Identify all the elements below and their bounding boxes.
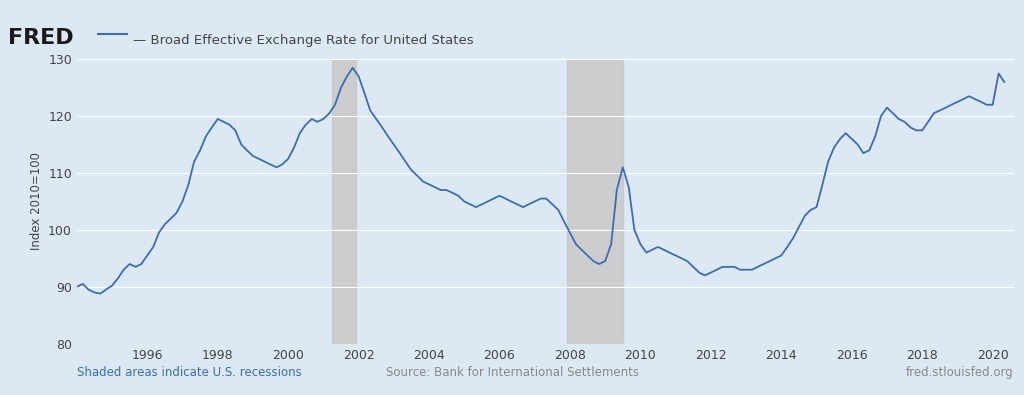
Text: FRED: FRED	[8, 28, 74, 48]
Text: Source: Bank for International Settlements: Source: Bank for International Settlemen…	[385, 366, 639, 379]
Bar	[567, 59, 623, 344]
Bar	[332, 59, 355, 344]
Text: fred.stlouisfed.org: fred.stlouisfed.org	[906, 366, 1014, 379]
Text: Shaded areas indicate U.S. recessions: Shaded areas indicate U.S. recessions	[77, 366, 301, 379]
Y-axis label: Index 2010=100: Index 2010=100	[30, 152, 43, 250]
Text: — Broad Effective Exchange Rate for United States: — Broad Effective Exchange Rate for Unit…	[133, 34, 474, 47]
